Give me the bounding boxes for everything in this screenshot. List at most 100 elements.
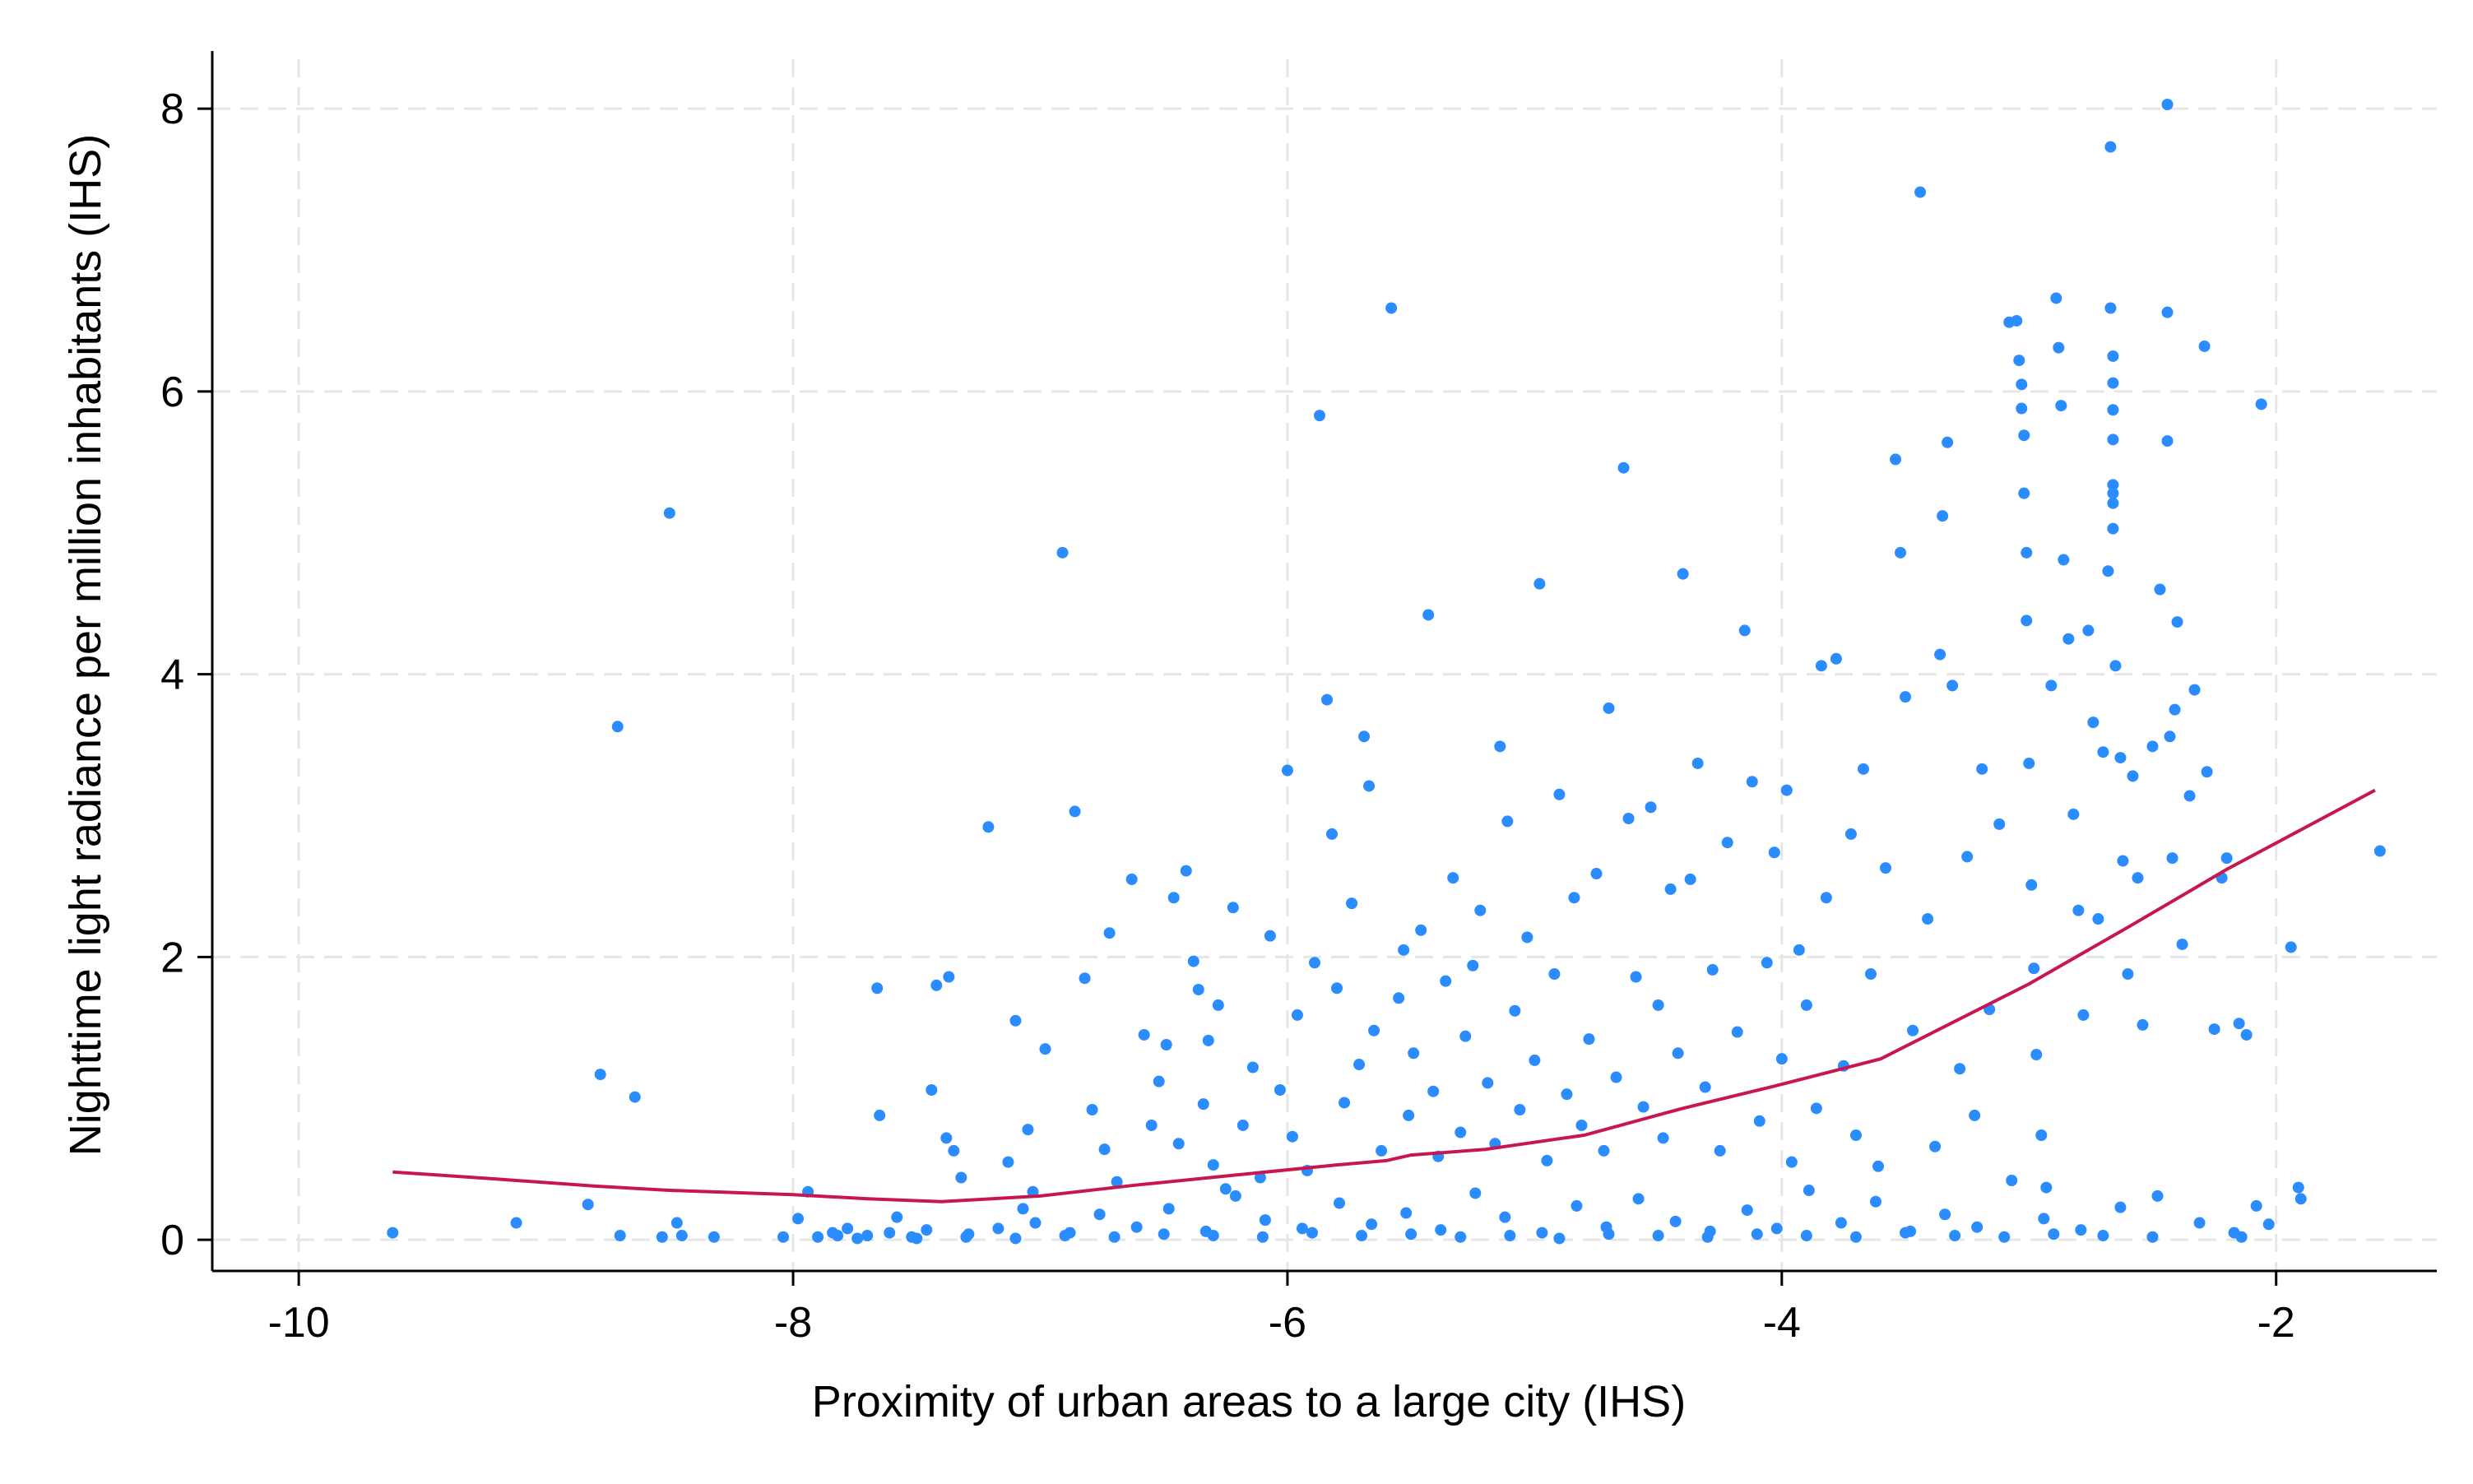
data-point	[1954, 1063, 1966, 1075]
data-point	[1356, 1230, 1368, 1242]
data-point	[1645, 801, 1657, 814]
data-point	[1699, 1081, 1711, 1093]
fit-line-group	[392, 788, 2376, 1203]
data-point	[1482, 1077, 1494, 1089]
data-point	[1934, 648, 1946, 661]
data-point	[2040, 1181, 2053, 1194]
data-point	[1632, 1193, 1645, 1205]
data-point	[1521, 931, 1533, 944]
data-point	[2053, 341, 2065, 354]
data-point	[2021, 614, 2033, 627]
data-point	[1346, 897, 1358, 910]
data-point	[1971, 1221, 1984, 1233]
data-point	[1993, 818, 2006, 830]
data-point	[1455, 1126, 1467, 1139]
data-point	[2183, 790, 2196, 802]
data-point	[1313, 410, 1325, 422]
data-point	[1192, 983, 1204, 995]
data-point	[2097, 746, 2109, 758]
data-point	[1895, 546, 1907, 559]
data-point	[1835, 1217, 1847, 1229]
data-point	[2164, 730, 2176, 743]
data-point	[2035, 1129, 2048, 1141]
data-point	[1770, 1222, 1783, 1235]
data-point	[1180, 865, 1192, 877]
data-point	[1536, 1227, 1548, 1239]
data-point	[1212, 999, 1224, 1011]
data-point	[1469, 1187, 1482, 1199]
data-point	[1334, 1197, 1346, 1209]
data-point	[2171, 616, 2183, 628]
data-point	[2075, 1224, 2087, 1236]
data-point	[2107, 479, 2119, 491]
data-point	[1768, 846, 1780, 859]
data-point	[2092, 913, 2104, 925]
data-point	[1731, 1026, 1743, 1038]
data-point	[1499, 1211, 1511, 1223]
data-point	[1447, 872, 1459, 884]
data-point	[2193, 1217, 2206, 1229]
data-point	[2161, 435, 2174, 448]
data-point	[2018, 429, 2030, 442]
data-point	[1800, 999, 1812, 1011]
data-point	[1002, 1156, 1014, 1168]
data-point	[1800, 1230, 1812, 1242]
data-point	[1561, 1088, 1573, 1101]
data-point	[1701, 1231, 1714, 1243]
data-point	[1672, 1047, 1684, 1060]
data-point	[1187, 955, 1199, 967]
data-point	[2285, 941, 2297, 953]
data-point	[1961, 851, 1974, 863]
data-point	[2255, 398, 2267, 410]
data-point	[777, 1231, 790, 1243]
data-point	[1358, 730, 1371, 743]
data-point	[2198, 340, 2211, 352]
data-point	[656, 1231, 668, 1243]
data-point	[2055, 400, 2067, 412]
data-point	[930, 979, 943, 991]
data-point	[1969, 1109, 1981, 1121]
data-point	[1803, 1185, 1815, 1197]
data-point	[1494, 740, 1506, 753]
data-point	[884, 1227, 896, 1239]
data-point	[1746, 776, 1758, 788]
data-point	[1400, 1207, 1413, 1219]
data-point	[1086, 1104, 1098, 1116]
data-point	[1664, 883, 1677, 895]
data-point	[1363, 780, 1376, 792]
data-point	[2016, 378, 2028, 391]
data-point	[1254, 1171, 1266, 1184]
data-point	[2151, 1190, 2164, 1202]
data-point	[1393, 992, 1405, 1004]
data-point	[1844, 828, 1857, 840]
data-point	[2292, 1181, 2304, 1194]
data-point	[387, 1227, 399, 1239]
data-point	[1009, 1014, 1022, 1027]
data-point	[1815, 660, 1827, 672]
data-point	[1900, 1227, 1912, 1239]
data-point	[921, 1224, 933, 1236]
data-point	[2058, 554, 2070, 566]
data-point	[2107, 377, 2119, 389]
data-point	[1160, 1038, 1172, 1050]
data-point	[1721, 837, 1733, 849]
data-point	[2107, 350, 2119, 362]
data-point	[1408, 1047, 1420, 1060]
data-point	[1111, 1176, 1123, 1188]
data-point	[2373, 845, 2386, 857]
data-point	[1467, 959, 1479, 972]
data-point	[812, 1231, 824, 1243]
data-point	[911, 1232, 923, 1245]
data-point	[1810, 1102, 1822, 1115]
data-point	[1296, 1222, 1308, 1235]
data-point	[1306, 1227, 1318, 1239]
data-point	[1459, 1030, 1472, 1042]
data-point	[1339, 1097, 1351, 1109]
data-point	[1197, 1098, 1209, 1111]
data-points	[387, 99, 2386, 1245]
data-point	[2006, 1174, 2018, 1186]
data-point	[2104, 302, 2117, 314]
data-point	[861, 1230, 874, 1242]
data-point	[2021, 546, 2033, 559]
